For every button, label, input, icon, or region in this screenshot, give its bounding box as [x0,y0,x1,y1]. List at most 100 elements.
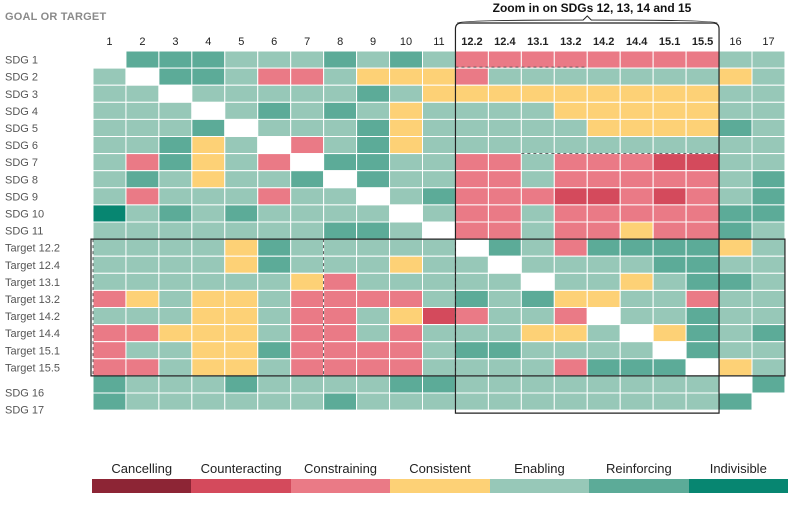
legend-swatch [290,479,391,493]
column-label: 13.2 [560,36,581,48]
heatmap-cell [323,324,358,343]
heatmap-cell [652,101,687,120]
heatmap-cell [422,153,456,172]
heatmap-cell [685,272,720,291]
heatmap-cell [487,307,522,326]
heatmap-cell [224,358,259,377]
heatmap-cell [487,221,522,240]
heatmap-cell [751,392,786,411]
heatmap-cell [323,341,358,360]
heatmap-cell [619,375,654,394]
heatmap-cell [422,101,456,120]
heatmap-cell [290,324,325,343]
row-label: Target 12.2 [5,243,60,255]
heatmap-cell [520,187,555,206]
heatmap-cell [520,324,555,343]
heatmap-cell [685,341,720,360]
heatmap-cell [751,84,786,103]
heatmap-cell [422,50,456,69]
heatmap-cell [257,204,292,223]
heatmap-cell [487,238,522,257]
heatmap-cell [487,50,522,69]
heatmap-cell [224,255,259,274]
heatmap-cell [158,307,193,326]
heatmap-cell [224,101,259,120]
heatmap-cell [520,170,555,189]
heatmap-cell [125,375,160,394]
heatmap-cell [158,358,193,377]
heatmap-cell [356,101,391,120]
heatmap-cell [191,118,226,138]
heatmap-cell [356,341,391,360]
heatmap-cell [191,67,226,86]
heatmap-cell [487,204,522,223]
heatmap-cell [389,375,423,394]
row-label: SDG 6 [5,140,38,152]
heatmap-cell [389,170,423,189]
heatmap-cell [586,84,621,103]
heatmap-cell [652,153,687,172]
heatmap-cell [290,187,325,206]
heatmap-cell [685,153,720,172]
heatmap-cell [224,50,259,69]
heatmap-cell [751,67,786,86]
heatmap-cell [224,375,259,394]
heatmap-cell [751,307,786,326]
heatmap-cell [92,101,127,120]
heatmap-cell [257,221,292,240]
heatmap-cell [685,118,720,138]
row-label: SDG 10 [5,208,44,220]
heatmap-cell [685,221,720,240]
heatmap-cell [356,170,391,189]
heatmap-cell [685,358,720,377]
heatmap-cell [389,187,423,206]
heatmap-cell [323,153,358,172]
heatmap-cell [191,136,226,155]
targets-row-frame [90,238,786,377]
heatmap-cell [586,307,621,326]
column-label: 16 [729,36,741,48]
heatmap-cell [619,289,654,308]
column-label: 17 [762,36,774,48]
legend-label: Reinforcing [605,461,672,476]
heatmap-cell [257,375,292,394]
heatmap-cell [454,84,489,103]
heatmap-cell [422,272,456,291]
row-label: SDG 16 [5,387,44,399]
heatmap-cell [553,204,588,223]
heatmap-cell [323,392,358,411]
heatmap-cell [257,392,292,411]
heatmap-cell [718,358,753,377]
heatmap-cell [652,324,687,343]
heatmap-cell [191,307,226,326]
heatmap-cell [586,170,621,189]
legend-label: Enabling [514,461,565,476]
heatmap-cell [290,84,325,103]
header-label: GOAL OR TARGET [5,11,107,23]
heatmap-cell [158,101,193,120]
heatmap-cell [290,358,325,377]
heatmap-cell [323,50,358,69]
heatmap-cell [520,238,555,257]
heatmap-cell [191,324,226,343]
heatmap-cell [125,187,160,206]
heatmap-cell [553,392,588,411]
heatmap-cell [158,50,193,69]
heatmap-cell [422,170,456,189]
heatmap-cell [158,375,193,394]
heatmap-cell [619,136,654,155]
heatmap-cell [520,118,555,138]
column-label: 15.5 [692,36,713,48]
heatmap-cell [356,118,391,138]
heatmap-cell [619,221,654,240]
column-label: 1 [106,36,112,48]
heatmap-cell [751,272,786,291]
row-label: Target 15.5 [5,362,60,374]
heatmap-cell [125,153,160,172]
zoom-brace [456,15,718,24]
heatmap-cell [718,170,753,189]
heatmap-cell [257,118,292,138]
heatmap-cell [125,170,160,189]
heatmap-cell [422,375,456,394]
row-label: SDG 2 [5,72,38,84]
